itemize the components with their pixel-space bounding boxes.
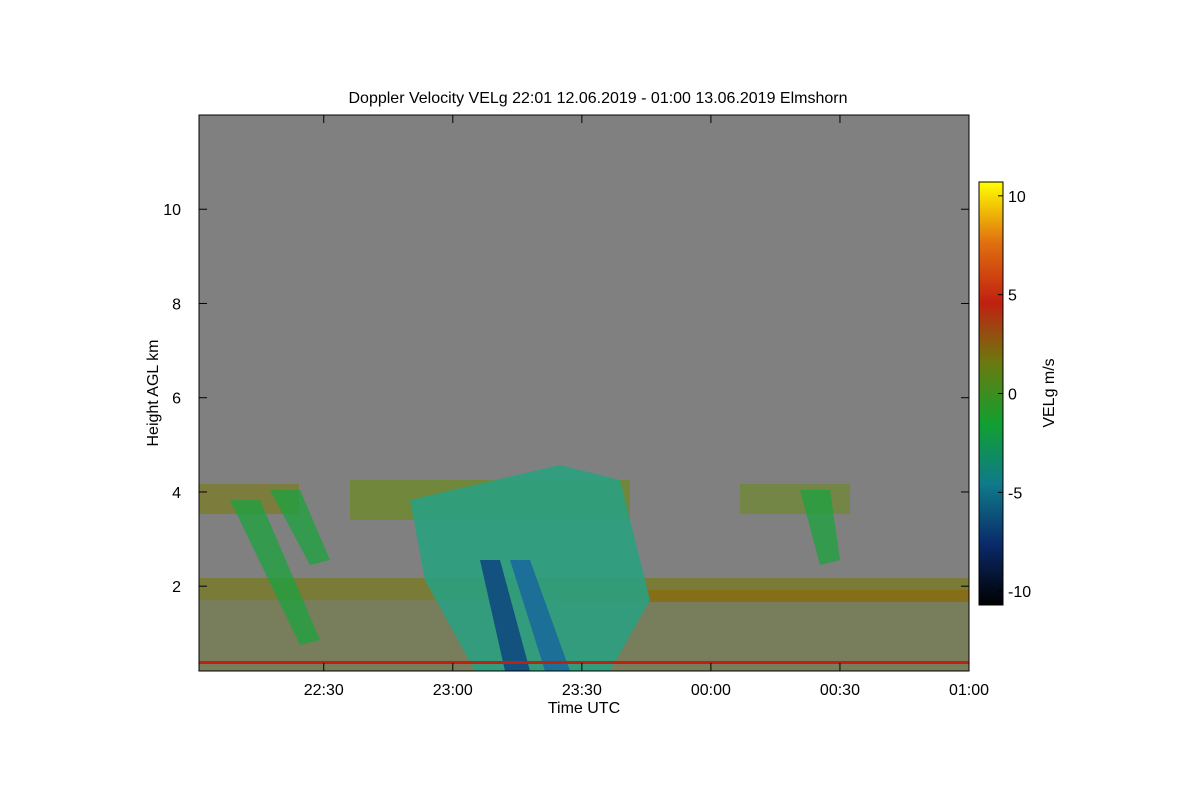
fall-streak	[800, 490, 840, 565]
colorbar-tick-label: -10	[1008, 584, 1031, 601]
fall-core	[480, 560, 530, 671]
x-tick-label: 00:30	[820, 682, 860, 699]
x-axis-label: Time UTC	[548, 700, 620, 717]
x-tick-label: 23:00	[433, 682, 473, 699]
y-tick-label: 8	[172, 296, 181, 313]
x-tick-label: 01:00	[949, 682, 989, 699]
y-axis-label: Height AGL km	[145, 339, 162, 446]
echo-sketch	[199, 465, 969, 671]
colorbar-tick-label: 10	[1008, 189, 1026, 206]
fall-core	[510, 560, 570, 671]
y-tick-label: 4	[172, 485, 181, 502]
colorbar-tick-label: -5	[1008, 485, 1022, 502]
echo-band	[560, 590, 969, 602]
colorbar-label: VELg m/s	[1041, 358, 1058, 427]
x-tick-label: 22:30	[304, 682, 344, 699]
x-tick-label: 23:30	[562, 682, 602, 699]
chart-title: Doppler Velocity VELg 22:01 12.06.2019 -…	[348, 90, 847, 107]
echo-layer	[740, 484, 850, 514]
y-tick-label: 10	[163, 202, 181, 219]
fall-streak	[230, 500, 320, 645]
fall-streak	[270, 490, 330, 565]
x-tick-label: 00:00	[691, 682, 731, 699]
plot-frame	[198, 114, 970, 672]
y-tick-label: 6	[172, 391, 181, 408]
echo-line	[199, 661, 969, 664]
y-tick-label: 2	[172, 579, 181, 596]
colorbar-tick-label: 0	[1008, 387, 1017, 404]
colorbar-tick-label: 5	[1008, 288, 1017, 305]
